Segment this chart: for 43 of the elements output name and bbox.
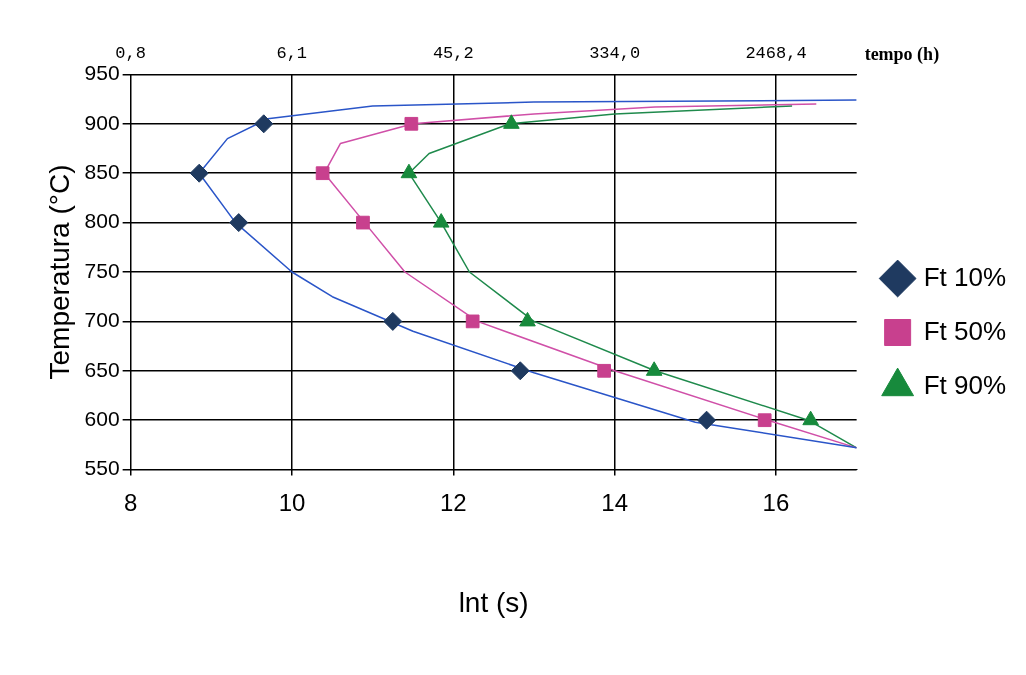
x-tick-label: 16	[762, 488, 790, 516]
y-tick-label: 550	[84, 456, 120, 480]
x2-tick-label: 0,8	[115, 43, 146, 63]
point	[519, 311, 536, 327]
x-tick-label: 12	[439, 488, 467, 516]
point	[400, 163, 418, 179]
x-tick-label: 14	[601, 488, 628, 516]
point	[383, 311, 403, 331]
point	[254, 114, 274, 134]
legend-label: Ft 50%	[923, 315, 1007, 346]
y-tick-label: 900	[84, 110, 120, 134]
point	[432, 213, 450, 228]
point	[189, 163, 209, 183]
point	[356, 215, 370, 230]
point	[802, 410, 819, 426]
x2-tick-label: 6,1	[276, 43, 308, 63]
y-tick-label: 850	[84, 160, 120, 183]
x2-tick-label: 2468,4	[745, 43, 807, 63]
x-axis-title: lnt (s)	[458, 586, 529, 618]
point	[465, 314, 480, 329]
point	[510, 361, 530, 381]
y-tick-label: 950	[84, 61, 120, 85]
y-tick-label: 600	[84, 407, 120, 430]
x2-tick-label: 45,2	[432, 43, 474, 63]
y-tick-label: 800	[84, 209, 120, 233]
x2-axis-title: tempo (h)	[864, 43, 940, 65]
point	[315, 166, 330, 181]
point	[597, 363, 612, 378]
x2-tick-label: 334,0	[589, 43, 641, 63]
y-tick-label: 750	[84, 258, 120, 282]
point	[757, 413, 772, 428]
legend-label: Ft 90%	[923, 369, 1007, 400]
point	[229, 213, 249, 233]
y-tick-label: 700	[84, 308, 120, 332]
point	[645, 361, 663, 376]
point	[503, 114, 520, 129]
point	[697, 410, 717, 430]
x-tick-label: 10	[278, 488, 306, 516]
x-tick-label: 8	[123, 488, 138, 516]
y-axis-title: Temperatura (°C)	[43, 164, 75, 380]
y-tick-label: 650	[84, 357, 120, 381]
point	[404, 116, 419, 131]
legend-label: Ft 10%	[923, 261, 1007, 292]
